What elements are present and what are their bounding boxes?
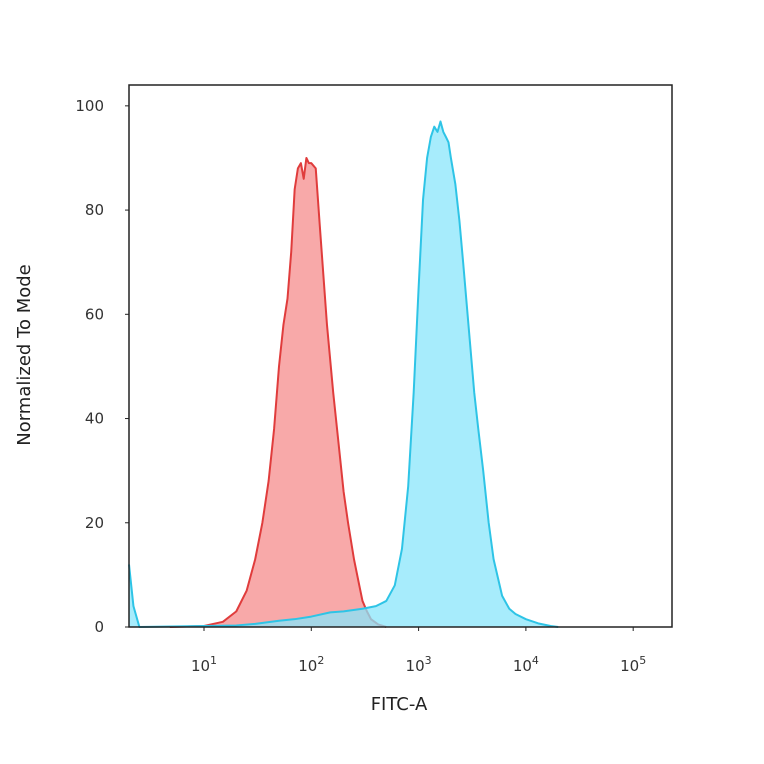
series-layer (128, 120, 559, 628)
series-2-line (128, 120, 559, 628)
x-tick-label-5: 105 (620, 654, 646, 675)
y-tick-label-5: 80 (85, 201, 104, 219)
series-1-area (169, 157, 387, 627)
x-axis-title: FITC-A (371, 694, 428, 715)
plot-frame (128, 84, 673, 628)
x-tick-label-4: 104 (513, 654, 539, 675)
series-1-line (169, 156, 387, 628)
y-axis-title: Normalized To Mode (14, 264, 35, 446)
series-2-area (129, 121, 559, 627)
y-tick-label-1: 0 (94, 618, 104, 636)
y-tick-label-6: 100 (75, 97, 104, 115)
x-tick-label-1: 101 (191, 654, 217, 675)
y-tick-label-4: 60 (85, 305, 104, 323)
x-tick-label-3: 103 (406, 654, 432, 675)
y-tick-label-3: 40 (85, 410, 104, 428)
x-axis-ticks: 101 102 103 104 105 (191, 627, 646, 675)
x-tick-label-2: 102 (298, 654, 324, 675)
y-axis-ticks: 0 20 40 60 80 100 (75, 97, 129, 636)
y-tick-label-2: 20 (85, 514, 104, 532)
